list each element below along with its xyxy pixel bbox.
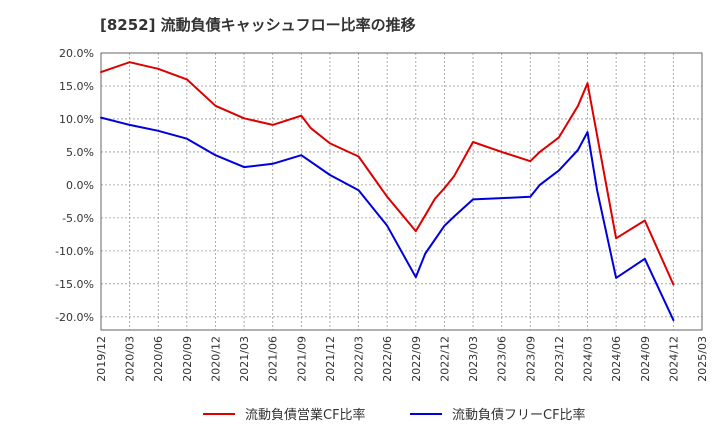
x-tick-label: 2025/03 — [696, 336, 709, 382]
y-tick-label: -5.0% — [62, 212, 94, 225]
plot-frame — [100, 52, 703, 331]
x-tick-label: 2021/06 — [267, 336, 280, 382]
plot-area — [101, 53, 702, 330]
legend-label-2: 流動負債フリーCF比率 — [452, 407, 586, 423]
y-tick-label: 15.0% — [59, 80, 94, 93]
x-tick-label: 2024/03 — [582, 336, 595, 382]
x-tick-label: 2022/06 — [381, 336, 394, 382]
x-tick-label: 2023/12 — [553, 336, 566, 382]
series-line-2 — [100, 116, 675, 322]
x-tick-label: 2022/09 — [410, 336, 423, 382]
x-tick-label: 2022/12 — [438, 336, 451, 382]
chart-title: [8252] 流動負債キャッシュフロー比率の推移 — [100, 16, 416, 34]
x-tick-label: 2020/12 — [209, 336, 222, 382]
x-tick-label: 2024/09 — [639, 336, 652, 382]
x-tick-label: 2023/06 — [496, 336, 509, 382]
y-tick-label: -20.0% — [55, 311, 94, 324]
x-tick-label: 2023/03 — [467, 336, 480, 382]
x-tick-label: 2021/12 — [324, 336, 337, 382]
y-tick-label: 5.0% — [66, 146, 94, 159]
x-tick-label: 2021/03 — [238, 336, 251, 382]
legend-label-1: 流動負債営業CF比率 — [245, 407, 366, 423]
x-tick-label: 2020/06 — [152, 336, 165, 382]
y-tick-label: -15.0% — [55, 278, 94, 291]
x-tick-label: 2020/09 — [181, 336, 194, 382]
x-tick-label: 2020/03 — [124, 336, 137, 382]
y-tick-label: 20.0% — [59, 47, 94, 60]
x-tick-label: 2019/12 — [95, 336, 108, 382]
x-tick-label: 2021/09 — [295, 336, 308, 382]
y-tick-label: 10.0% — [59, 113, 94, 126]
x-tick-label: 2022/03 — [353, 336, 366, 382]
series-line-1 — [100, 61, 675, 286]
x-tick-label: 2024/06 — [610, 336, 623, 382]
y-tick-label: -10.0% — [55, 245, 94, 258]
x-tick-label: 2024/12 — [667, 336, 680, 382]
x-tick-label: 2023/09 — [524, 336, 537, 382]
y-tick-label: 0.0% — [66, 179, 94, 192]
